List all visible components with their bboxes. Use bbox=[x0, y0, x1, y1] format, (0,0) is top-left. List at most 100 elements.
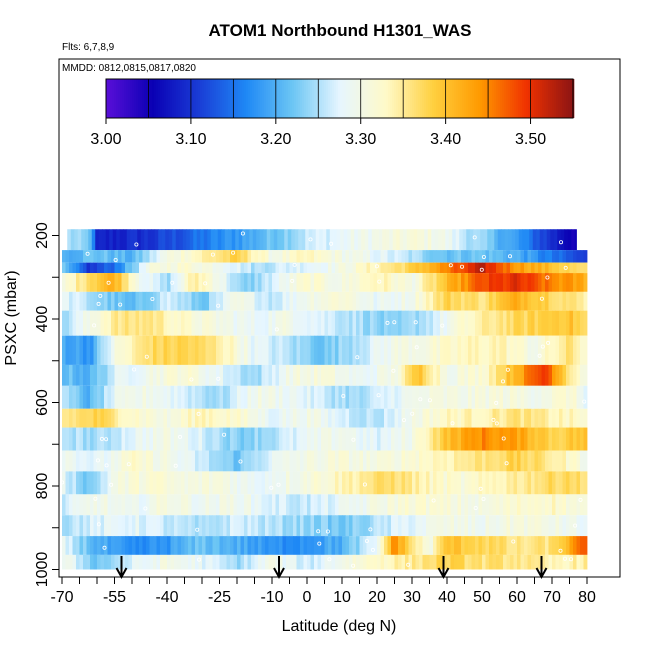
heatmap-cell bbox=[300, 450, 304, 472]
heatmap-cell bbox=[226, 262, 231, 274]
heatmap-cell bbox=[349, 250, 353, 263]
heatmap-cell bbox=[436, 262, 441, 274]
colorbar-swatch bbox=[312, 79, 315, 118]
heatmap-cell bbox=[468, 427, 472, 451]
heatmap-cell bbox=[321, 291, 325, 311]
heatmap-cell bbox=[79, 471, 84, 495]
heatmap-cell bbox=[524, 450, 528, 472]
heatmap-cell bbox=[230, 515, 234, 537]
heatmap-cell bbox=[163, 408, 168, 428]
heatmap-cell bbox=[314, 385, 318, 409]
heatmap-cell bbox=[314, 450, 318, 472]
heatmap-cell bbox=[114, 310, 119, 336]
heatmap-cell bbox=[545, 335, 549, 365]
heatmap-cell bbox=[93, 273, 98, 292]
heatmap-cell bbox=[356, 554, 360, 570]
heatmap-cell bbox=[261, 554, 266, 570]
heatmap-cell bbox=[216, 335, 220, 365]
heatmap-cell bbox=[485, 515, 490, 537]
heatmap-cell bbox=[118, 408, 122, 428]
heatmap-cell bbox=[562, 408, 567, 428]
heatmap-cell bbox=[244, 310, 248, 336]
heatmap-cell bbox=[153, 385, 157, 409]
heatmap-cell bbox=[475, 385, 479, 409]
heatmap-cell bbox=[457, 385, 462, 409]
heatmap-cell bbox=[545, 450, 549, 472]
heatmap-cell bbox=[454, 250, 458, 263]
heatmap-cell bbox=[569, 273, 574, 292]
heatmap-cell bbox=[135, 273, 140, 292]
heatmap-cell bbox=[489, 335, 493, 365]
heatmap-cell bbox=[273, 229, 278, 251]
heatmap-cell bbox=[275, 554, 280, 570]
heatmap-cell bbox=[282, 262, 287, 274]
heatmap-cell bbox=[583, 494, 588, 516]
heatmap-cell bbox=[76, 427, 80, 451]
heatmap-cell bbox=[83, 408, 87, 428]
heatmap-cell bbox=[170, 450, 175, 472]
colorbar-swatch bbox=[550, 79, 553, 118]
heatmap-cell bbox=[583, 385, 588, 409]
sample-point bbox=[231, 250, 236, 255]
heatmap-cell bbox=[422, 536, 427, 555]
heatmap-cell bbox=[254, 471, 259, 495]
heatmap-cell bbox=[219, 385, 224, 409]
heatmap-cell bbox=[223, 364, 227, 386]
heatmap-cell bbox=[408, 291, 413, 311]
heatmap-cell bbox=[359, 364, 364, 386]
heatmap-cell bbox=[573, 385, 577, 409]
heatmap-cell bbox=[237, 515, 241, 537]
heatmap-cell bbox=[391, 494, 395, 516]
heatmap-cell bbox=[354, 229, 359, 251]
heatmap-cell bbox=[569, 515, 574, 537]
heatmap-cell bbox=[380, 515, 385, 537]
heatmap-cell bbox=[118, 450, 122, 472]
heatmap-cell bbox=[566, 335, 570, 365]
heatmap-cell bbox=[345, 335, 350, 365]
heatmap-cell bbox=[268, 273, 273, 292]
heatmap-cell bbox=[541, 554, 546, 570]
heatmap-cell bbox=[146, 515, 150, 537]
heatmap-cell bbox=[191, 450, 196, 472]
heatmap-cell bbox=[499, 515, 504, 537]
heatmap-cell bbox=[170, 364, 175, 386]
heatmap-cell bbox=[422, 450, 427, 472]
heatmap-cell bbox=[527, 515, 532, 537]
heatmap-cell bbox=[219, 427, 224, 451]
heatmap-cell bbox=[475, 273, 479, 292]
heatmap-cell bbox=[237, 364, 241, 386]
heatmap-cell bbox=[566, 554, 570, 570]
heatmap-cell bbox=[83, 554, 87, 570]
heatmap-cell bbox=[321, 450, 325, 472]
heatmap-cell bbox=[471, 427, 476, 451]
heatmap-cell bbox=[331, 262, 336, 274]
heatmap-cell bbox=[289, 408, 294, 428]
heatmap-cell bbox=[490, 229, 495, 251]
heatmap-cell bbox=[62, 494, 66, 516]
heatmap-cell bbox=[121, 310, 126, 336]
heatmap-cell bbox=[132, 471, 136, 495]
heatmap-cell bbox=[536, 229, 541, 251]
heatmap-cell bbox=[401, 427, 406, 451]
heatmap-cell bbox=[524, 536, 528, 555]
colorbar-swatch bbox=[392, 79, 395, 118]
heatmap-cell bbox=[282, 536, 287, 555]
heatmap-cell bbox=[440, 273, 444, 292]
colorbar-swatch bbox=[372, 79, 375, 118]
heatmap-cell bbox=[314, 335, 318, 365]
heatmap-cell bbox=[179, 229, 184, 251]
heatmap-cell bbox=[454, 273, 458, 292]
heatmap-cell bbox=[356, 427, 360, 451]
heatmap-cell bbox=[401, 310, 406, 336]
heatmap-cell bbox=[349, 427, 353, 451]
heatmap-cell bbox=[562, 427, 567, 451]
heatmap-cell bbox=[496, 385, 500, 409]
colorbar-swatch bbox=[156, 79, 159, 118]
heatmap-cell bbox=[65, 494, 70, 516]
colorbar-swatch bbox=[350, 79, 353, 118]
heatmap-cell bbox=[303, 408, 308, 428]
heatmap-cell bbox=[111, 494, 115, 516]
heatmap-cell bbox=[128, 310, 133, 336]
heatmap-cell bbox=[181, 494, 185, 516]
heatmap-cell bbox=[79, 385, 84, 409]
